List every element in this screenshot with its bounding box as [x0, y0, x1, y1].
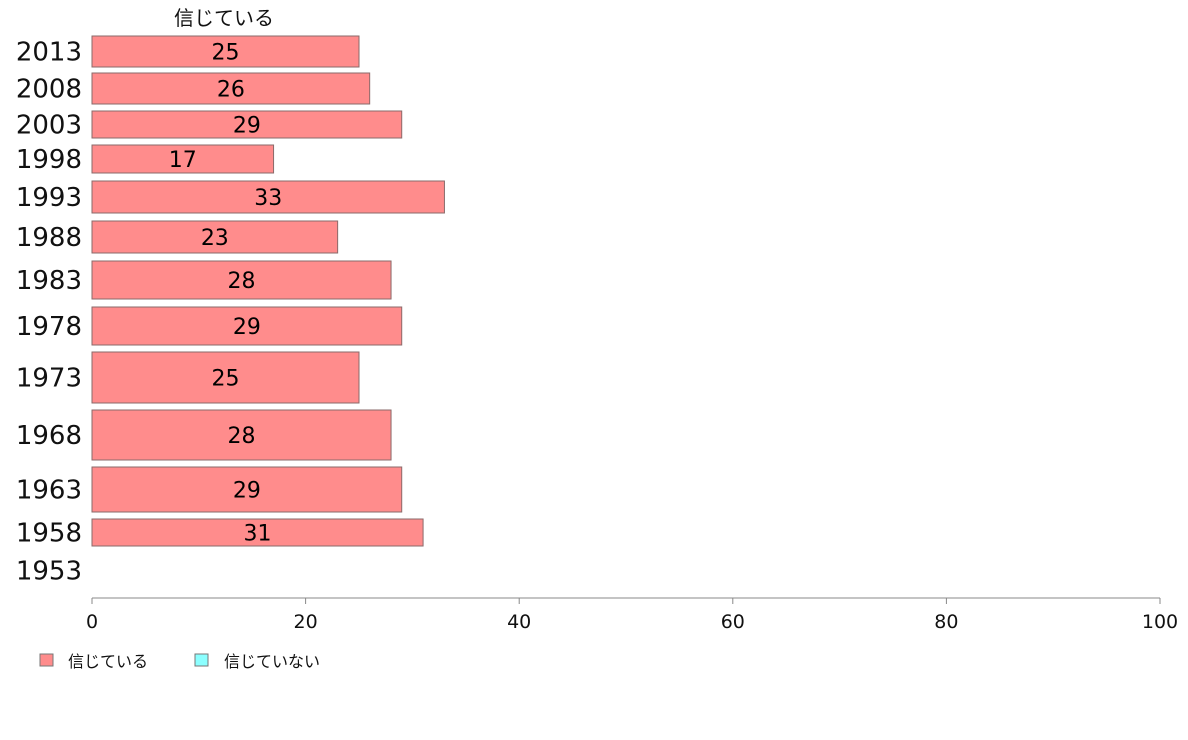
bar-value-label: 29: [233, 114, 261, 139]
bar-value-label: 29: [233, 479, 261, 504]
bar: [91, 518, 424, 547]
bar: [91, 260, 392, 300]
bar: [91, 180, 445, 214]
year-label: 2003: [16, 111, 82, 141]
year-label: 2013: [16, 38, 82, 68]
legend-swatch: [39, 653, 54, 667]
bar-value-label: 31: [244, 522, 272, 547]
bar: [91, 466, 403, 513]
bar: [91, 409, 392, 461]
x-tick-label: 20: [294, 611, 318, 633]
x-tick-label: 60: [721, 611, 745, 633]
year-label: 1993: [16, 183, 82, 213]
bar-value-label: 17: [169, 148, 197, 173]
bar: [91, 306, 403, 346]
bar: [91, 35, 360, 68]
year-label: 1963: [16, 476, 82, 506]
bar-value-label: 33: [254, 186, 282, 211]
bar: [91, 144, 275, 174]
x-tick-label: 100: [1142, 611, 1178, 633]
series-header: 信じている: [174, 6, 274, 30]
x-tick-label: 80: [934, 611, 958, 633]
bar: [91, 351, 360, 404]
bar-value-label: 28: [228, 269, 256, 294]
year-label: 1958: [16, 519, 82, 549]
legend-label: 信じている: [68, 652, 148, 671]
year-label: 1988: [16, 223, 82, 253]
year-label: 1978: [16, 312, 82, 342]
bar-value-label: 25: [212, 41, 240, 66]
year-label: 1998: [16, 145, 82, 175]
year-label: 1973: [16, 364, 82, 394]
legend-label: 信じていない: [224, 652, 320, 671]
bar-value-label: 29: [233, 315, 261, 340]
year-label: 1983: [16, 266, 82, 296]
bar: [91, 110, 403, 139]
year-label: 1968: [16, 421, 82, 451]
bar-value-label: 23: [201, 226, 229, 251]
bar: [91, 220, 339, 254]
year-label: 1953: [16, 557, 82, 587]
bar: [91, 72, 371, 105]
year-label: 2008: [16, 75, 82, 105]
bar-value-label: 26: [217, 78, 245, 103]
legend-swatch: [194, 653, 209, 667]
bar-value-label: 25: [212, 367, 240, 392]
x-tick-label: 0: [86, 611, 98, 633]
x-tick-label: 40: [507, 611, 531, 633]
bar-value-label: 28: [228, 424, 256, 449]
